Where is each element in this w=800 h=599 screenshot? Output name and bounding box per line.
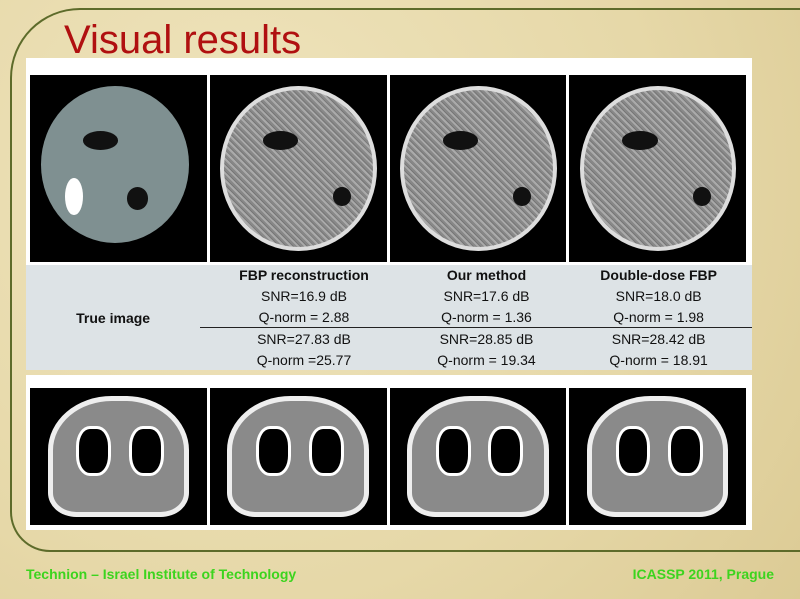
qnorm-value: Q-norm = 1.98 [613, 308, 704, 325]
column-header: FBP reconstruction [239, 267, 369, 284]
qnorm-value: Q-norm = 2.88 [258, 308, 350, 325]
snr-value: SNR=28.42 dB [565, 327, 752, 350]
true-image-phantom [30, 75, 207, 262]
snr-value: SNR=28.85 dB [407, 327, 566, 350]
head-ct-results-panel [26, 375, 752, 530]
row-label: True image [76, 309, 151, 326]
footer-institution: Technion – Israel Institute of Technolog… [26, 566, 297, 582]
head-ct-fbp-image [209, 388, 387, 525]
our-method-image [389, 75, 567, 262]
qnorm-value: Q-norm = 19.34 [437, 351, 536, 368]
snr-value: SNR=17.6 dB [443, 288, 530, 305]
slide-title: Visual results [64, 18, 302, 62]
footer-conference: ICASSP 2011, Prague [632, 566, 774, 582]
column-header: Double-dose FBP [600, 267, 717, 284]
head-ct-true-image [30, 388, 207, 525]
head-ct-double-dose-image [569, 388, 746, 525]
snr-value: SNR=16.9 dB [260, 288, 347, 305]
qnorm-value: Q-norm = 18.91 [609, 351, 708, 368]
double-dose-fbp-image [569, 75, 746, 262]
slide-frame [10, 8, 800, 552]
column-header: Our method [446, 267, 527, 284]
results-table: True image FBP reconstruction Our method… [26, 265, 752, 370]
head-ct-our-method-image [389, 388, 567, 525]
fbp-reconstruction-image [209, 75, 387, 262]
snr-value: SNR=18.0 dB [615, 288, 702, 305]
snr-value: SNR=27.83 dB [200, 327, 408, 350]
qnorm-value: Q-norm = 1.36 [441, 308, 532, 325]
phantom-results-panel: True image FBP reconstruction Our method… [26, 58, 752, 370]
qnorm-value: Q-norm =25.77 [256, 351, 352, 368]
